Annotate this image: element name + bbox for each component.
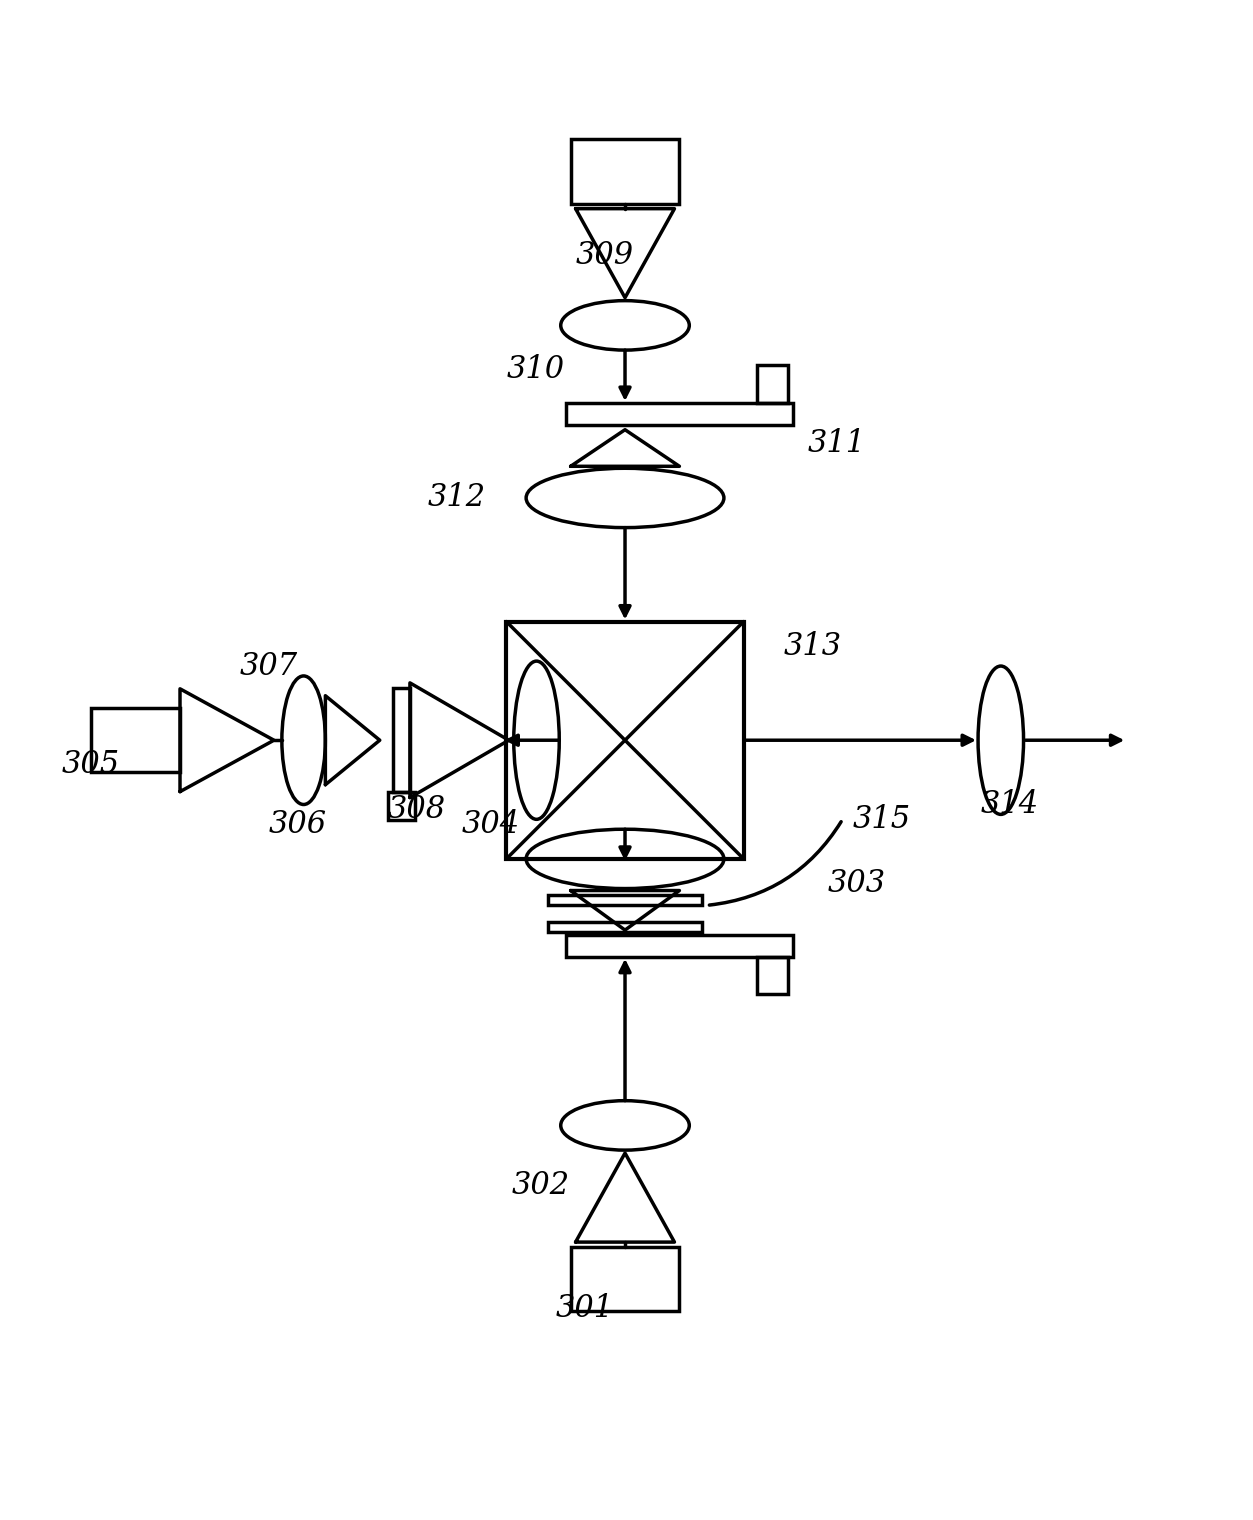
- Text: 307: 307: [239, 651, 297, 681]
- Text: 301: 301: [556, 1294, 614, 1324]
- Bar: [570, 1246, 679, 1312]
- Text: 315: 315: [852, 804, 911, 834]
- Text: 306: 306: [269, 809, 327, 839]
- Bar: [757, 365, 788, 403]
- Text: 310: 310: [506, 354, 564, 385]
- Text: 309: 309: [575, 240, 634, 271]
- Bar: [565, 403, 793, 424]
- Text: 314: 314: [981, 789, 1039, 819]
- Bar: [549, 923, 702, 932]
- Bar: [91, 708, 180, 772]
- Bar: [570, 140, 679, 204]
- Bar: [393, 689, 410, 792]
- Text: 302: 302: [511, 1170, 569, 1201]
- Bar: [506, 622, 744, 859]
- Text: 312: 312: [427, 482, 485, 514]
- Text: 304: 304: [462, 809, 520, 839]
- Bar: [757, 956, 788, 994]
- Text: 313: 313: [783, 631, 841, 661]
- Text: 308: 308: [387, 793, 446, 825]
- Text: 311: 311: [808, 429, 866, 459]
- Text: 303: 303: [828, 868, 886, 900]
- Bar: [549, 895, 702, 906]
- Bar: [565, 935, 793, 956]
- Text: 305: 305: [61, 749, 119, 780]
- Bar: [387, 792, 415, 819]
